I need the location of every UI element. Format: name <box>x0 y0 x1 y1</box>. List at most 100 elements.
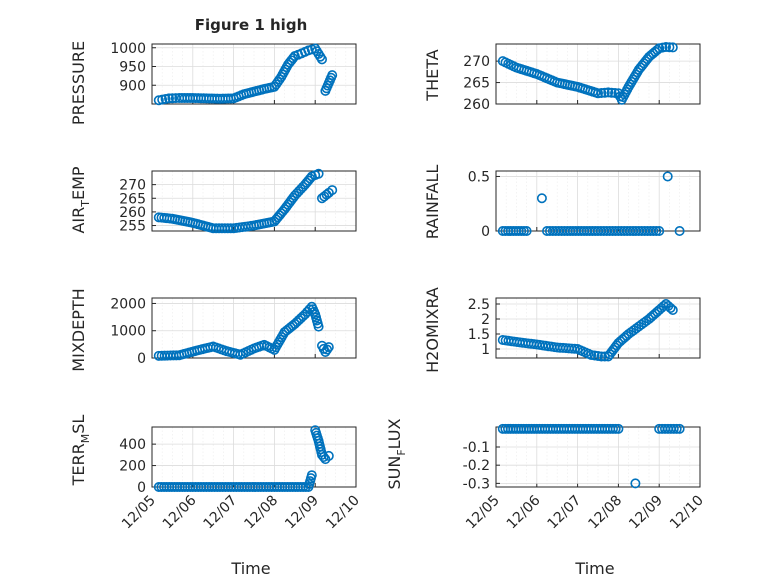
data-point <box>323 450 334 461</box>
ylabel-terr-msl: TERRMSL <box>69 415 92 487</box>
axes-box-theta <box>495 43 701 105</box>
y-tick-label: 260 <box>119 205 146 221</box>
data-point <box>652 44 663 55</box>
y-tick-label: -0.1 <box>463 440 490 456</box>
data-point <box>586 349 597 360</box>
subplot-mixdepth: 0 1000 2000 <box>110 296 357 367</box>
y-tick-label: -0.2 <box>463 458 490 474</box>
data-point <box>667 304 678 315</box>
data-point <box>536 193 547 204</box>
subplot-pressure: 900 950 1000 <box>110 41 357 106</box>
ylabel-h2omixra: H2OMIXRA <box>423 287 442 373</box>
data-point <box>323 342 334 353</box>
data-point <box>606 87 617 98</box>
axes-box-air_temp <box>151 170 357 232</box>
data-point <box>674 423 685 434</box>
x-tick-label: 12/10 <box>667 493 707 533</box>
data-point <box>592 350 603 361</box>
data-point <box>316 54 327 65</box>
data-point <box>592 88 603 99</box>
data-point <box>667 42 678 53</box>
data-point <box>648 226 659 237</box>
data-point <box>665 302 676 313</box>
data-point <box>167 93 178 104</box>
ylabel-rainfall: RAINFALL <box>423 165 442 240</box>
subplot-terr_msl: 12/05 12/06 12/07 12/08 12/09 12/10 0 200 400 <box>119 425 363 533</box>
y-tick-label: 1000 <box>110 41 146 57</box>
data-point <box>599 351 610 362</box>
axes-box-mixdepth <box>151 297 357 359</box>
subplot-layer: 900950100026026527025526026527000.501000… <box>110 41 706 533</box>
data-point <box>596 88 607 99</box>
data-point <box>313 321 324 332</box>
ylabel-pressure: PRESSURE <box>69 41 88 125</box>
x-tick-label: 12/06 <box>160 492 200 532</box>
subplot-sun_flux: 12/05 12/06 12/07 12/08 12/09 12/10 -0.1 -0.2 -0… <box>463 423 707 533</box>
y-tick-label: 270 <box>463 54 490 70</box>
y-tick-label: 0 <box>481 224 490 240</box>
data-point <box>274 74 285 85</box>
y-tick-label: 2 <box>481 312 490 328</box>
data-point <box>322 344 333 355</box>
x-tick-label: 12/09 <box>626 493 666 533</box>
data-point <box>313 168 324 179</box>
y-tick-label: -0.3 <box>463 476 490 492</box>
x-tick-label: 12/06 <box>504 492 544 532</box>
y-tick-label: 260 <box>463 97 490 113</box>
y-tick-label: 1 <box>481 342 490 358</box>
data-point <box>613 423 624 434</box>
axes-box-pressure <box>151 43 357 105</box>
data-point <box>603 87 614 98</box>
data-point <box>607 423 618 434</box>
x-tick-label: 12/10 <box>323 493 363 533</box>
xlabel-right: Time <box>574 559 614 578</box>
y-tick-label: 255 <box>119 219 146 235</box>
data-point <box>327 70 338 81</box>
data-point <box>651 226 662 237</box>
data-point <box>660 41 671 52</box>
data-point <box>610 423 621 434</box>
data-point <box>664 42 675 53</box>
y-tick-label: 900 <box>119 78 146 94</box>
x-tick-label: 12/05 <box>463 493 503 533</box>
x-tick-label: 12/07 <box>201 493 241 533</box>
subplot-h2omixra: 11.522.5 <box>468 297 701 362</box>
data-point <box>599 87 610 98</box>
y-tick-label: 1.5 <box>468 327 490 343</box>
y-tick-label: 265 <box>119 191 146 207</box>
y-tick-label: 1000 <box>110 324 146 340</box>
xlabel-left: Time <box>230 559 270 578</box>
y-tick-label: 265 <box>463 76 490 92</box>
y-tick-label: 0 <box>137 351 146 367</box>
x-tick-label: 12/08 <box>241 493 281 533</box>
y-tick-label: 2.5 <box>468 297 490 313</box>
y-tick-label: 0.5 <box>468 169 490 185</box>
axes-box-rainfall <box>495 170 701 232</box>
data-point <box>668 423 679 434</box>
y-tick-label: 200 <box>119 459 146 475</box>
subplot-rainfall: 00.5 <box>468 169 701 240</box>
ylabel-theta: THETA <box>423 49 442 101</box>
data-point <box>306 470 317 481</box>
ylabel-mixdepth: MIXDEPTH <box>69 288 88 371</box>
data-point <box>671 423 682 434</box>
y-tick-label: 950 <box>119 60 146 76</box>
x-tick-label: 12/05 <box>119 493 159 533</box>
y-tick-label: 0 <box>137 480 146 496</box>
y-tick-label: 270 <box>119 178 146 194</box>
x-tick-label: 12/08 <box>585 493 625 533</box>
x-tick-label: 12/07 <box>545 493 585 533</box>
data-point <box>521 226 532 237</box>
x-tick-label: 12/09 <box>282 493 322 533</box>
ylabel-air-temp: AIRTEMP <box>69 166 92 233</box>
data-point <box>654 226 665 237</box>
y-tick-label: 400 <box>119 437 146 453</box>
axes-box-sun_flux <box>495 426 701 488</box>
data-point <box>589 350 600 361</box>
data-point <box>318 451 329 462</box>
data-point <box>662 171 673 182</box>
data-point <box>658 300 669 311</box>
data-point <box>327 185 338 196</box>
